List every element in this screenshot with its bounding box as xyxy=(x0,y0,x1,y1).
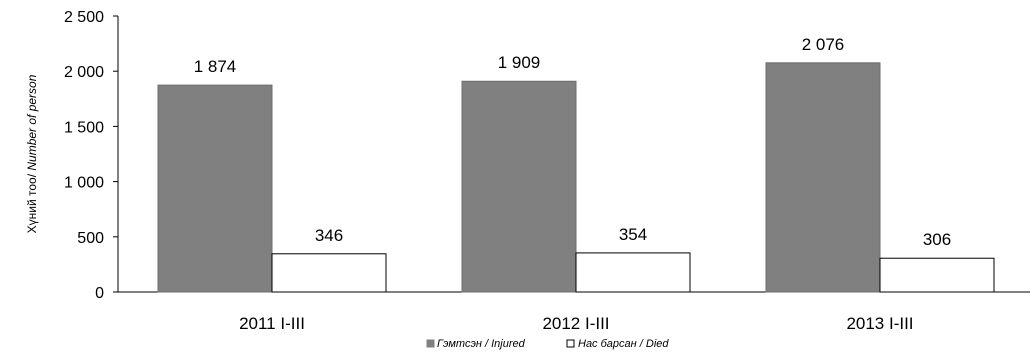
data-label-injured: 1 909 xyxy=(498,53,541,72)
legend-swatch-injured xyxy=(426,339,435,348)
bar-injured xyxy=(461,80,577,293)
y-tick-label: 1 000 xyxy=(64,175,104,192)
y-tick-label: 2 000 xyxy=(64,64,104,81)
bar-injured xyxy=(765,62,881,293)
legend: Гэмтсэн / Injured Нас барсан / Died xyxy=(426,338,669,350)
y-tick-label: 500 xyxy=(77,230,104,247)
category-labels: 2011 I-III 2012 I-III 2013 I-III xyxy=(239,314,913,333)
bar-died xyxy=(271,253,387,293)
y-tick-label: 1 500 xyxy=(64,119,104,136)
bars xyxy=(157,62,995,293)
y-axis-title-prefix: Хүний тоо/ xyxy=(25,171,39,234)
y-ticks: 0 500 1 000 1 500 2 000 2 500 xyxy=(64,9,118,302)
x-category-label: 2012 I-III xyxy=(542,314,609,333)
bar-died xyxy=(879,257,995,293)
data-label-died: 346 xyxy=(315,226,343,245)
data-label-injured: 1 874 xyxy=(194,57,237,76)
y-tick-label: 2 500 xyxy=(64,9,104,26)
data-label-died: 354 xyxy=(619,225,647,244)
bar-died xyxy=(575,252,691,293)
x-category-label: 2011 I-III xyxy=(239,314,305,333)
legend-label-died: Нас барсан / Died xyxy=(578,338,669,350)
legend-label-injured: Гэмтсэн / Injured xyxy=(437,338,526,350)
data-label-injured: 2 076 xyxy=(802,35,845,54)
data-label-died: 306 xyxy=(923,230,951,249)
x-category-label: 2013 I-III xyxy=(846,314,913,333)
y-axis-title-suffix: Number of person xyxy=(25,74,39,170)
y-axis-title: Хүний тоо/ Number of person xyxy=(25,74,39,233)
y-tick-label: 0 xyxy=(95,285,104,302)
bar-injured xyxy=(157,84,273,293)
data-labels: 1 874 346 1 909 354 2 076 306 xyxy=(194,35,951,249)
legend-swatch-died xyxy=(566,339,575,348)
